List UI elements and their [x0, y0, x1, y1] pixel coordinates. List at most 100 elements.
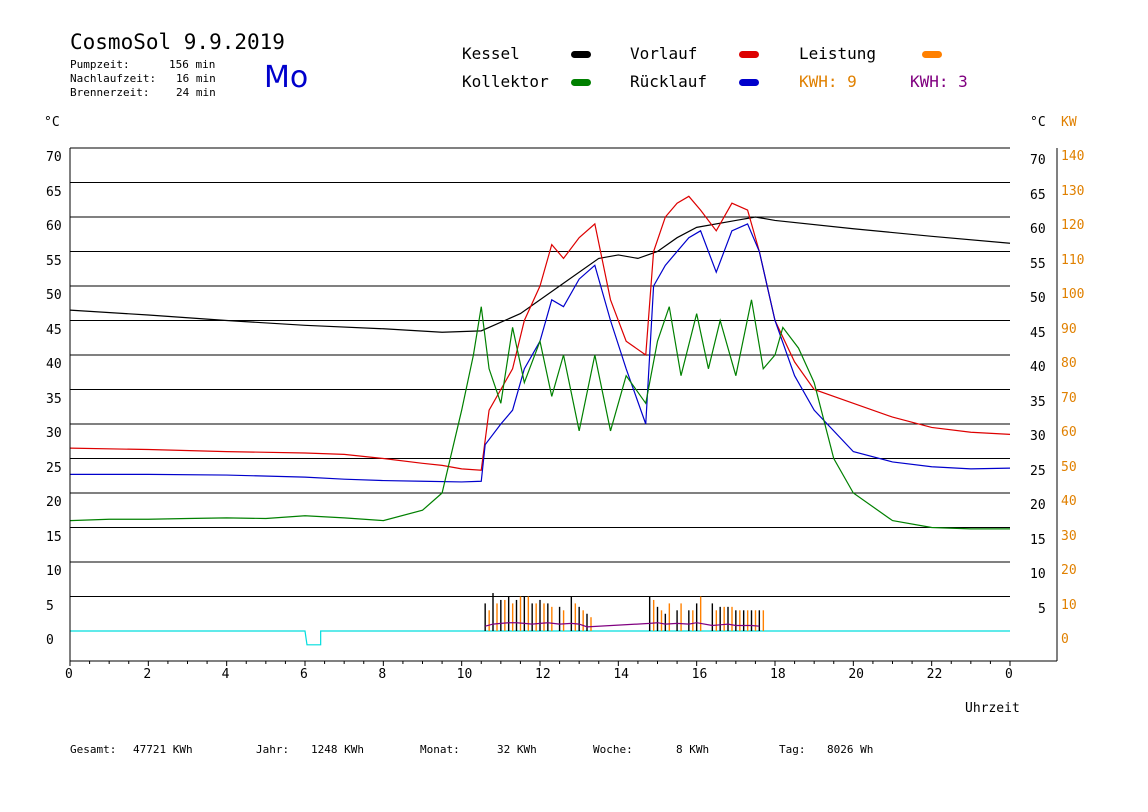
y-tick-label-right: 20	[1030, 498, 1046, 513]
y-tick-label-right: 40	[1030, 360, 1046, 375]
grid-lines	[70, 147, 1010, 597]
series-rcklauf	[70, 223, 1011, 483]
legend-vorlauf-swatch	[739, 51, 759, 58]
y-tick-label-right: 25	[1030, 463, 1046, 479]
y-tick-label-power: 130	[1061, 183, 1085, 199]
y-tick-label-left: 60	[46, 219, 62, 234]
x-tick-label: 0	[65, 667, 73, 682]
x-tick-label: 22	[926, 667, 943, 682]
y-tick-label-left: 30	[46, 426, 62, 441]
y-tick-label-right: 10	[1030, 567, 1046, 582]
y-tick-label-power: 30	[1061, 528, 1077, 544]
y-tick-label-left: 10	[46, 564, 62, 579]
y-tick-label-power: 70	[1061, 390, 1077, 406]
x-tick-label: 14	[613, 667, 629, 682]
nachlauf-value: 16 min	[176, 72, 216, 85]
jahr-label: Jahr:	[256, 743, 290, 756]
legend-kollektor-swatch	[571, 79, 591, 86]
y-tick-label-right: 35	[1030, 394, 1046, 410]
y-tick-label-left: 65	[46, 184, 62, 200]
pump-label: Pumpzeit:	[70, 58, 130, 71]
jahr-value: 1248 KWh	[311, 743, 364, 756]
x-tick-label: 16	[691, 667, 708, 682]
x-axis-label: Uhrzeit	[965, 701, 1020, 716]
y-tick-label-power: 100	[1061, 287, 1085, 302]
legend-ruecklauf-swatch	[739, 79, 759, 86]
y-tick-label-right: 70	[1030, 153, 1046, 168]
power-bars	[484, 593, 765, 631]
x-tick-label: 20	[848, 667, 864, 682]
series-kollektor	[69, 299, 1010, 530]
y-tick-label-power: 60	[1061, 425, 1077, 440]
series-kessel	[69, 216, 1011, 333]
y-tick-label-left: 70	[46, 150, 62, 165]
y-tick-label-right: 5	[1038, 601, 1046, 617]
legend-vorlauf: Vorlauf	[630, 44, 698, 63]
y-tick-label-left: 20	[46, 495, 62, 510]
legend-kollektor: Kollektor	[462, 72, 549, 91]
legend-ruecklauf: Rücklauf	[630, 72, 708, 91]
woche-label: Woche:	[593, 743, 633, 756]
tag-value: 8026 Wh	[827, 743, 874, 756]
y-tick-label-left: 55	[46, 253, 62, 269]
y-tick-label-power: 20	[1061, 563, 1077, 578]
x-tick-label: 10	[456, 667, 473, 682]
y-axis-right-unit: °C	[1030, 115, 1046, 130]
y-tick-label-power: 120	[1061, 218, 1085, 233]
y-tick-label-right: 15	[1030, 532, 1046, 548]
y-tick-label-power: 40	[1061, 494, 1077, 509]
y-tick-label-power: 50	[1061, 459, 1077, 475]
kwh-purple-label: KWH: 3	[910, 72, 968, 91]
brenner-label: Brennerzeit:	[70, 86, 150, 99]
y-tick-label-right: 55	[1030, 256, 1046, 272]
legend-leistung-swatch	[922, 51, 942, 58]
y-tick-label-left: 35	[46, 391, 62, 407]
gesamt-label: Gesamt:	[70, 743, 117, 756]
y-tick-label-left: 15	[46, 529, 62, 545]
brenner-value: 24 min	[176, 86, 216, 99]
monat-label: Monat:	[420, 743, 460, 756]
y-tick-label-left: 50	[46, 288, 62, 303]
y-tick-label-power: 140	[1061, 149, 1085, 164]
nachlauf-label: Nachlaufzeit:	[70, 72, 157, 85]
y-tick-label-left: 25	[46, 460, 62, 476]
monat-value: 32 KWh	[497, 743, 537, 756]
page-title: CosmoSol 9.9.2019	[70, 30, 285, 54]
kwh-orange-label: KWH: 9	[799, 72, 857, 91]
y-tick-label-right: 65	[1030, 187, 1046, 203]
x-tick-label: 2	[143, 667, 152, 682]
y-tick-label-power: 90	[1061, 321, 1077, 337]
tag-label: Tag:	[779, 743, 806, 756]
y-tick-label-right: 45	[1030, 325, 1046, 341]
y-tick-label-left: 45	[46, 322, 62, 338]
x-tick-label: 0	[1005, 667, 1013, 682]
series-vorlauf	[69, 195, 1011, 471]
gesamt-value: 47721 KWh	[133, 743, 193, 756]
y-tick-label-left: 0	[46, 633, 54, 648]
y-tick-label-power: 110	[1061, 252, 1085, 268]
y-tick-label-power: 80	[1061, 356, 1077, 371]
x-tick-label: 12	[535, 667, 551, 682]
y-tick-label-power: 0	[1061, 632, 1069, 647]
y-tick-label-power: 10	[1061, 597, 1077, 613]
axes	[69, 148, 1058, 666]
woche-value: 8 KWh	[676, 743, 710, 756]
y-tick-label-left: 5	[46, 598, 54, 614]
x-tick-label: 4	[221, 667, 230, 682]
x-tick-label: 18	[770, 667, 786, 682]
series-lines	[69, 195, 1011, 646]
kwh-purple-line	[485, 622, 760, 628]
legend-leistung: Leistung	[799, 44, 877, 63]
legend-kessel: Kessel	[462, 44, 520, 63]
y-tick-label-right: 50	[1030, 291, 1046, 306]
y-tick-label-left: 40	[46, 357, 62, 372]
baseline-line	[70, 630, 1010, 646]
pump-value: 156 min	[169, 58, 216, 71]
y-axis-left-unit: °C	[44, 115, 60, 130]
x-tick-label: 8	[378, 667, 387, 682]
legend-kessel-swatch	[571, 51, 591, 58]
weekday-label: Mo	[264, 60, 309, 95]
x-tick-label: 6	[300, 667, 308, 682]
y-axis-power-unit: KW	[1061, 115, 1077, 130]
